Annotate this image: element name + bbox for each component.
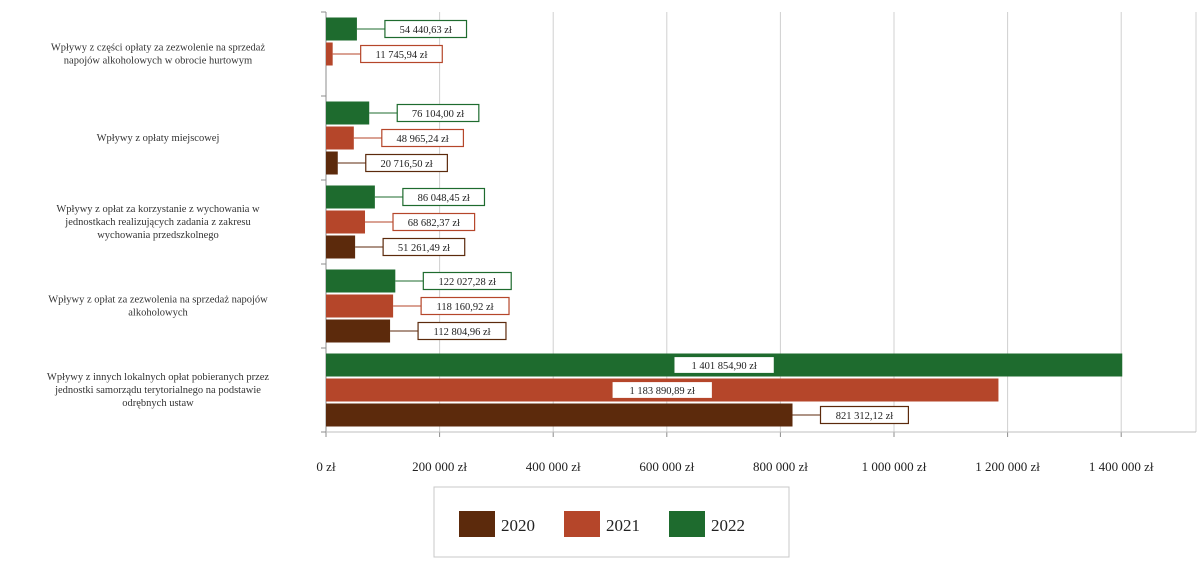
data-label: 11 745,94 zł: [376, 50, 428, 61]
legend-label: 2020: [501, 516, 535, 535]
x-tick-label: 1 200 000 zł: [975, 459, 1040, 474]
bar-2021: [326, 210, 366, 234]
bar-2020: [326, 235, 356, 259]
data-label: 112 804,96 zł: [433, 327, 490, 338]
data-label-box: [417, 321, 507, 341]
legend-swatch-2020: [459, 511, 495, 537]
data-label-box: [384, 19, 468, 39]
data-label-box: [381, 128, 465, 148]
legend-label: 2022: [711, 516, 745, 535]
data-label-box: [392, 212, 476, 232]
x-tick-label: 600 000 zł: [639, 459, 694, 474]
x-tick-label: 200 000 zł: [412, 459, 467, 474]
data-label: 1 401 854,90 zł: [691, 361, 756, 372]
bar-2022: [326, 269, 396, 293]
legend-swatch-2022: [669, 511, 705, 537]
data-label-box: [819, 405, 910, 425]
bar-2021: [326, 126, 354, 150]
data-label: 118 160,92 zł: [437, 302, 494, 313]
x-tick-label: 1 000 000 zł: [862, 459, 927, 474]
bar-2021: [326, 294, 394, 318]
data-label: 51 261,49 zł: [398, 243, 450, 254]
bar-2020: [326, 151, 338, 175]
bar-2022: [326, 101, 370, 125]
bar-2022: [326, 185, 375, 209]
data-label-box: [420, 296, 510, 316]
data-label-box: [360, 44, 443, 64]
bar-2021: [326, 42, 333, 66]
data-label: 76 104,00 zł: [412, 109, 464, 120]
data-label: 1 183 890,89 zł: [630, 386, 695, 397]
x-tick-label: 0 zł: [316, 459, 336, 474]
data-label: 86 048,45 zł: [418, 193, 470, 204]
data-label: 68 682,37 zł: [408, 218, 460, 229]
category-label: Wpływy z opłat za korzystanie z wychowan…: [56, 204, 260, 241]
data-label-box: [611, 380, 714, 400]
data-label-box: [382, 237, 466, 257]
data-label: 821 312,12 zł: [836, 411, 894, 422]
data-label: 54 440,63 zł: [400, 25, 452, 36]
x-tick-label: 400 000 zł: [526, 459, 581, 474]
category-label: Wpływy z opłaty miejscowej: [97, 133, 220, 144]
bar-2022: [326, 17, 357, 41]
data-label-box: [402, 187, 486, 207]
data-label-box: [396, 103, 480, 123]
x-tick-label: 800 000 zł: [753, 459, 808, 474]
legend-swatch-2021: [564, 511, 600, 537]
data-label: 122 027,28 zł: [439, 277, 497, 288]
data-label-box: [673, 355, 775, 375]
category-label: Wpływy z innych lokalnych opłat pobieran…: [47, 372, 270, 409]
bar-2020: [326, 319, 391, 343]
x-tick-label: 1 400 000 zł: [1089, 459, 1154, 474]
data-label-box: [422, 271, 512, 291]
category-label: Wpływy z części opłaty za zezwolenie na …: [51, 43, 266, 67]
data-label-box: [365, 153, 448, 173]
category-label: Wpływy z opłat za zezwolenia na sprzedaż…: [48, 295, 268, 319]
data-label: 20 716,50 zł: [380, 159, 432, 170]
data-label: 48 965,24 zł: [397, 134, 449, 145]
bar-2020: [326, 403, 793, 427]
legend-label: 2021: [606, 516, 640, 535]
